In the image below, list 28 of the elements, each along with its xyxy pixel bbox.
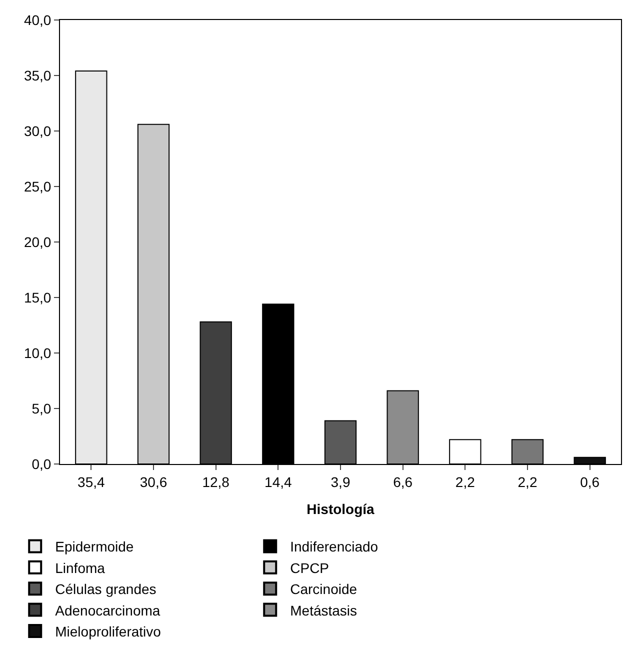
x-tick-label: 2,2 <box>455 474 476 490</box>
legend-label: Adenocarcinoma <box>55 602 160 618</box>
legend-label: Epidermoide <box>55 538 134 555</box>
x-axis-title: Histología <box>306 501 375 518</box>
x-tick-label: 6,6 <box>393 474 413 490</box>
legend-label: Células grandes <box>55 581 156 598</box>
y-tick-label: 15,0 <box>24 289 52 306</box>
y-tick-label: 25,0 <box>24 178 52 194</box>
x-tick-label: 14,4 <box>264 474 292 490</box>
x-tick-label: 35,4 <box>78 474 106 490</box>
legend-label: Indiferenciado <box>290 538 378 555</box>
legend-label: Carcinoide <box>290 581 358 598</box>
y-tick-label: 40,0 <box>24 12 52 28</box>
legend-label: Metástasis <box>290 602 358 618</box>
y-tick-label: 20,0 <box>24 234 52 250</box>
legend-label: CPCP <box>290 560 330 576</box>
x-tick-label: 0,6 <box>580 474 600 490</box>
x-tick-label: 12,8 <box>202 474 230 490</box>
x-tick-label: 2,2 <box>518 474 538 490</box>
y-tick-label: 5,0 <box>32 400 52 416</box>
y-tick-label: 30,0 <box>24 122 52 139</box>
y-tick-label: 10,0 <box>24 344 52 361</box>
y-tick-label: 0,0 <box>32 456 52 472</box>
legend-label: Mieloproliferativo <box>55 623 162 640</box>
y-tick-label: 35,0 <box>24 67 52 84</box>
legend-label: Linfoma <box>55 560 106 576</box>
x-tick-label: 30,6 <box>140 474 168 490</box>
x-tick-label: 3,9 <box>330 474 350 490</box>
